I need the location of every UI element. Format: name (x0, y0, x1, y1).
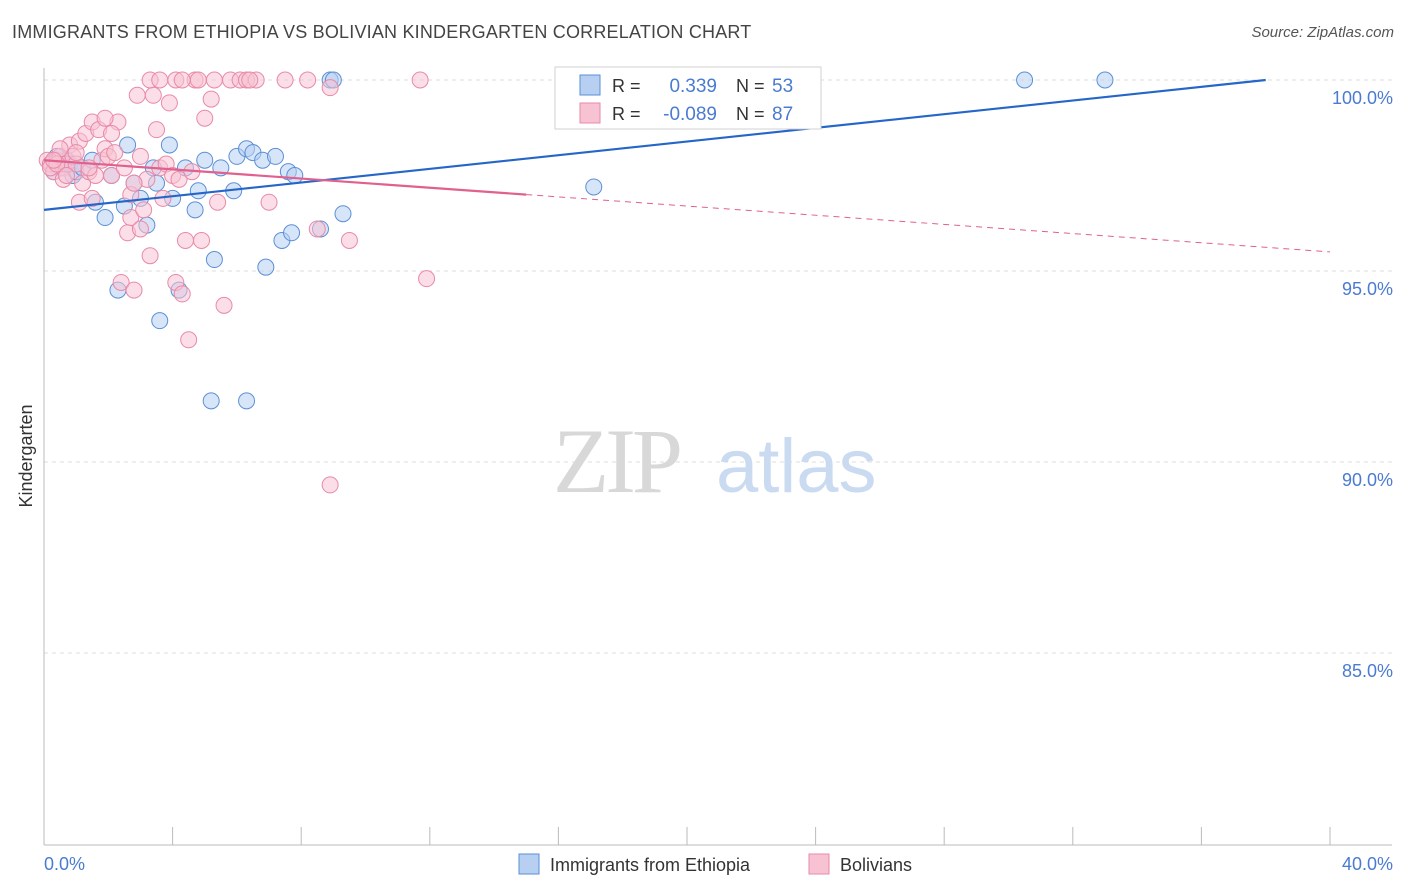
pink-point (112, 273, 130, 291)
y-tick-label: 100.0% (1332, 88, 1393, 108)
pink-point (96, 109, 114, 127)
chart-title: IMMIGRANTS FROM ETHIOPIA VS BOLIVIAN KIN… (12, 22, 752, 42)
pink-point (160, 94, 178, 112)
legend-n-label: N = (736, 76, 765, 96)
pink-point (131, 147, 149, 165)
pink-point (125, 281, 143, 299)
pink-point (321, 79, 339, 97)
pink-point (144, 86, 162, 104)
pink-point (106, 144, 124, 162)
blue-point (189, 182, 207, 200)
y-tick-label: 85.0% (1342, 661, 1393, 681)
blue-trend-line (43, 78, 1266, 211)
blue-point (283, 224, 301, 242)
bottom-legend-label: Immigrants from Ethiopia (550, 855, 751, 875)
legend-r-value: -0.089 (663, 104, 717, 125)
blue-legend-swatch (579, 74, 601, 96)
pink-point (418, 270, 436, 288)
pink-point (83, 189, 101, 207)
blue-point (334, 205, 352, 223)
pink-point (196, 109, 214, 127)
pink-point (141, 247, 159, 265)
pink-point (128, 86, 146, 104)
legend-n-value: 53 (772, 76, 793, 97)
y-tick-label: 95.0% (1342, 279, 1393, 299)
pink-point (170, 170, 188, 188)
blue-point (96, 209, 114, 227)
pink-trend-line (43, 159, 527, 196)
blue-point (151, 312, 169, 330)
pink-point (131, 220, 149, 238)
blue-point (202, 392, 220, 410)
pink-point (411, 71, 429, 89)
blue-point (196, 151, 214, 169)
pink-point (125, 174, 143, 192)
pink-point (209, 193, 227, 211)
pink-point (173, 71, 191, 89)
pink-trend-extension (526, 194, 1331, 253)
pink-point (67, 144, 85, 162)
legend-n-value: 87 (772, 104, 793, 125)
legend-n-label: N = (736, 104, 765, 124)
blue-point (266, 147, 284, 165)
watermark-atlas: atlas (716, 424, 877, 509)
blue-point (160, 136, 178, 154)
pink-point (115, 159, 133, 177)
pink-point (151, 71, 169, 89)
pink-point (103, 167, 121, 184)
pink-point (103, 124, 121, 142)
x-tick-label: 0.0% (44, 854, 85, 874)
blue-point (1096, 71, 1114, 89)
pink-point (173, 285, 191, 303)
pink-bottom-legend-swatch (808, 853, 830, 875)
pink-point (299, 71, 317, 89)
y-tick-label: 90.0% (1342, 470, 1393, 490)
legend-r-label: R = (612, 104, 641, 124)
blue-point (257, 258, 275, 276)
pink-point (308, 220, 326, 238)
pink-point (215, 296, 233, 314)
legend-r-label: R = (612, 76, 641, 96)
pink-point (135, 201, 153, 219)
source-note: Source: ZipAtlas.com (1251, 24, 1394, 41)
pink-point (176, 231, 194, 249)
blue-point (585, 178, 603, 196)
pink-point (260, 193, 278, 211)
pink-point (340, 231, 358, 249)
blue-bottom-legend-swatch (518, 853, 540, 875)
blue-point (286, 167, 304, 184)
pink-point (189, 71, 207, 89)
x-tick-label: 40.0% (1342, 854, 1393, 874)
blue-point (119, 136, 137, 154)
pink-point (180, 331, 198, 349)
pink-point (241, 71, 259, 89)
bottom-legend-label: Bolivians (840, 855, 912, 875)
pink-point (202, 90, 220, 108)
pink-point (321, 476, 339, 494)
pink-point (193, 231, 211, 249)
watermark-zip: ZIP (553, 410, 680, 512)
pink-point (122, 209, 140, 227)
pink-point (276, 71, 294, 89)
blue-point (238, 392, 256, 410)
pink-legend-swatch (579, 102, 601, 124)
pink-point (58, 167, 76, 184)
pink-point (205, 71, 223, 89)
pink-point (148, 121, 166, 139)
legend-r-value: 0.339 (669, 76, 717, 97)
blue-point (186, 201, 204, 219)
blue-point (1016, 71, 1034, 89)
blue-point (205, 251, 223, 269)
